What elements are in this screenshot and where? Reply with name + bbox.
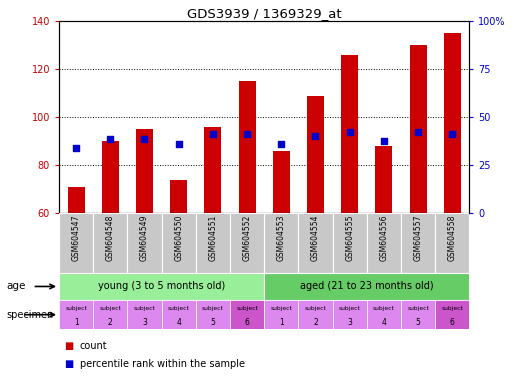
- Text: percentile rank within the sample: percentile rank within the sample: [80, 359, 245, 369]
- Text: 1: 1: [279, 318, 284, 327]
- Text: 3: 3: [347, 318, 352, 327]
- Bar: [376, 146, 392, 213]
- Bar: [444, 33, 461, 213]
- Bar: [341, 55, 358, 213]
- Text: GSM604556: GSM604556: [380, 215, 388, 262]
- Text: subject: subject: [236, 306, 258, 311]
- Bar: [307, 96, 324, 213]
- Text: young (3 to 5 months old): young (3 to 5 months old): [98, 281, 225, 291]
- Bar: [136, 129, 153, 213]
- Text: 6: 6: [245, 318, 249, 327]
- Text: subject: subject: [339, 306, 361, 311]
- Text: GSM604558: GSM604558: [448, 215, 457, 261]
- Text: ■: ■: [64, 341, 73, 351]
- Text: 4: 4: [382, 318, 386, 327]
- Bar: [401, 300, 435, 329]
- Bar: [204, 127, 222, 213]
- Bar: [127, 213, 162, 273]
- Title: GDS3939 / 1369329_at: GDS3939 / 1369329_at: [187, 7, 342, 20]
- Text: GSM604548: GSM604548: [106, 215, 115, 261]
- Bar: [59, 273, 264, 300]
- Text: 3: 3: [142, 318, 147, 327]
- Point: [72, 145, 80, 151]
- Bar: [230, 300, 264, 329]
- Bar: [264, 300, 299, 329]
- Point: [346, 128, 354, 135]
- Point: [277, 141, 285, 147]
- Text: 6: 6: [450, 318, 455, 327]
- Point: [209, 131, 217, 137]
- Text: 4: 4: [176, 318, 181, 327]
- Text: GSM604554: GSM604554: [311, 215, 320, 262]
- Text: 1: 1: [74, 318, 78, 327]
- Text: 2: 2: [313, 318, 318, 327]
- Bar: [127, 300, 162, 329]
- Text: GSM604549: GSM604549: [140, 215, 149, 262]
- Text: subject: subject: [133, 306, 155, 311]
- Text: subject: subject: [441, 306, 463, 311]
- Bar: [59, 300, 93, 329]
- Text: 2: 2: [108, 318, 113, 327]
- Point: [106, 136, 114, 142]
- Text: subject: subject: [407, 306, 429, 311]
- Point: [448, 131, 457, 137]
- Bar: [93, 213, 127, 273]
- Text: subject: subject: [168, 306, 190, 311]
- Bar: [273, 151, 290, 213]
- Text: subject: subject: [65, 306, 87, 311]
- Point: [380, 138, 388, 144]
- Bar: [239, 81, 255, 213]
- Text: GSM604553: GSM604553: [277, 215, 286, 262]
- Text: specimen: specimen: [6, 310, 53, 320]
- Text: 5: 5: [210, 318, 215, 327]
- Bar: [162, 213, 196, 273]
- Bar: [102, 141, 119, 213]
- Bar: [162, 300, 196, 329]
- Bar: [401, 213, 435, 273]
- Point: [311, 133, 320, 139]
- Bar: [299, 300, 332, 329]
- Text: GSM604557: GSM604557: [413, 215, 423, 262]
- Text: ■: ■: [64, 359, 73, 369]
- Bar: [93, 300, 127, 329]
- Point: [141, 136, 149, 142]
- Text: subject: subject: [373, 306, 395, 311]
- Bar: [332, 213, 367, 273]
- Text: GSM604547: GSM604547: [72, 215, 81, 262]
- Bar: [299, 213, 332, 273]
- Bar: [435, 300, 469, 329]
- Text: aged (21 to 23 months old): aged (21 to 23 months old): [300, 281, 433, 291]
- Bar: [264, 273, 469, 300]
- Bar: [435, 213, 469, 273]
- Text: count: count: [80, 341, 107, 351]
- Text: subject: subject: [202, 306, 224, 311]
- Bar: [196, 300, 230, 329]
- Bar: [332, 300, 367, 329]
- Text: GSM604551: GSM604551: [208, 215, 218, 261]
- Text: subject: subject: [270, 306, 292, 311]
- Bar: [264, 213, 299, 273]
- Bar: [230, 213, 264, 273]
- Text: subject: subject: [100, 306, 121, 311]
- Bar: [170, 180, 187, 213]
- Text: 5: 5: [416, 318, 421, 327]
- Text: GSM604552: GSM604552: [243, 215, 251, 261]
- Point: [243, 131, 251, 137]
- Bar: [59, 213, 93, 273]
- Point: [174, 141, 183, 147]
- Bar: [68, 187, 85, 213]
- Bar: [196, 213, 230, 273]
- Text: GSM604550: GSM604550: [174, 215, 183, 262]
- Bar: [409, 45, 427, 213]
- Text: subject: subject: [305, 306, 326, 311]
- Text: age: age: [6, 281, 26, 291]
- Point: [414, 128, 422, 135]
- Bar: [367, 300, 401, 329]
- Text: GSM604555: GSM604555: [345, 215, 354, 262]
- Bar: [367, 213, 401, 273]
